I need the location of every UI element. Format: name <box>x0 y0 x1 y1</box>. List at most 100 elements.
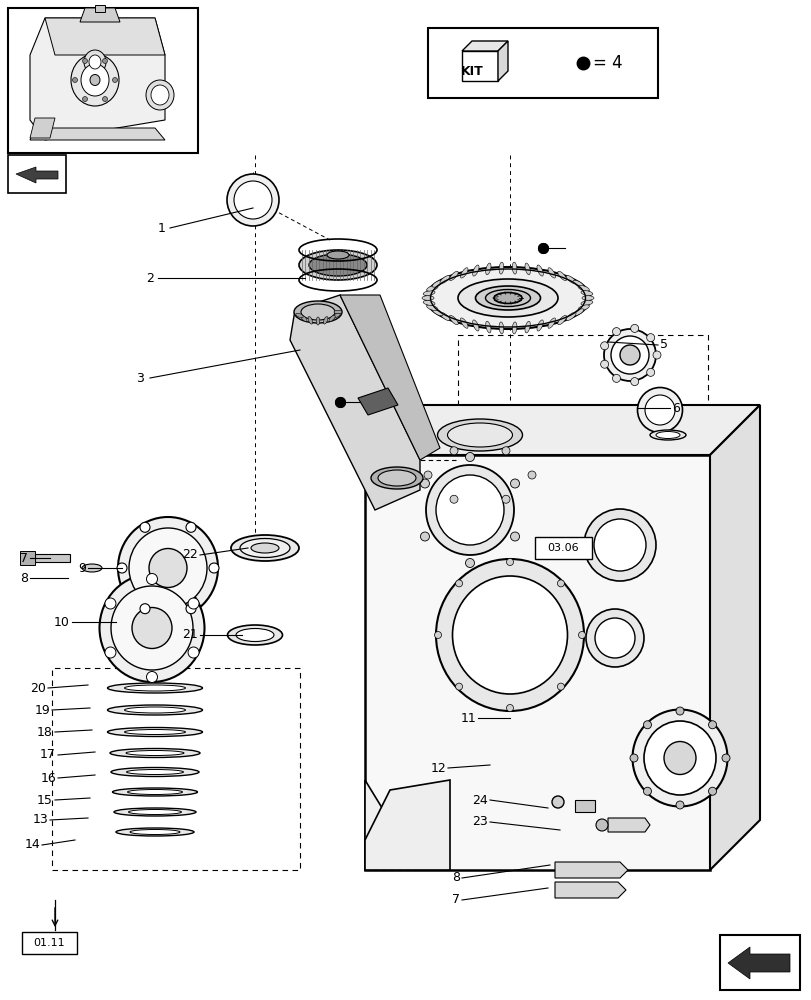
Ellipse shape <box>663 741 695 774</box>
Circle shape <box>708 721 715 729</box>
Circle shape <box>510 532 519 541</box>
Ellipse shape <box>130 829 180 834</box>
Circle shape <box>595 819 607 831</box>
Polygon shape <box>30 18 165 140</box>
Text: 3: 3 <box>136 371 144 384</box>
Ellipse shape <box>116 828 194 836</box>
Bar <box>719 935 799 990</box>
Ellipse shape <box>632 710 727 806</box>
Ellipse shape <box>113 788 197 796</box>
Polygon shape <box>35 554 70 562</box>
Circle shape <box>465 558 474 568</box>
Ellipse shape <box>126 750 184 756</box>
Ellipse shape <box>227 174 279 226</box>
Bar <box>457 335 707 480</box>
Text: 7: 7 <box>20 552 28 564</box>
Circle shape <box>708 787 715 795</box>
Circle shape <box>105 647 116 658</box>
Ellipse shape <box>472 320 478 331</box>
Bar <box>52 668 299 870</box>
Polygon shape <box>95 5 105 12</box>
Text: 24: 24 <box>472 793 487 806</box>
Circle shape <box>465 452 474 462</box>
Circle shape <box>72 78 77 83</box>
Ellipse shape <box>128 809 182 814</box>
Text: 10: 10 <box>54 615 70 628</box>
Ellipse shape <box>431 309 443 316</box>
Ellipse shape <box>573 280 583 287</box>
Ellipse shape <box>637 387 682 432</box>
Ellipse shape <box>448 315 457 325</box>
Polygon shape <box>709 405 759 870</box>
Ellipse shape <box>536 320 543 331</box>
Ellipse shape <box>577 305 589 311</box>
Polygon shape <box>45 18 165 55</box>
Ellipse shape <box>425 267 590 329</box>
Polygon shape <box>461 51 497 81</box>
Ellipse shape <box>90 74 100 86</box>
Ellipse shape <box>251 543 279 553</box>
Bar <box>365 455 709 870</box>
Ellipse shape <box>118 517 217 619</box>
Circle shape <box>556 683 564 690</box>
Ellipse shape <box>525 321 530 333</box>
Ellipse shape <box>81 64 109 96</box>
Ellipse shape <box>499 262 503 274</box>
Circle shape <box>420 479 429 488</box>
Circle shape <box>423 471 431 479</box>
Circle shape <box>510 479 519 488</box>
Circle shape <box>186 604 195 614</box>
Polygon shape <box>554 862 627 878</box>
Circle shape <box>611 374 620 382</box>
Circle shape <box>600 342 608 350</box>
Ellipse shape <box>436 475 504 545</box>
Ellipse shape <box>436 559 583 711</box>
Polygon shape <box>554 882 625 898</box>
Polygon shape <box>80 8 120 22</box>
Circle shape <box>434 632 441 638</box>
Ellipse shape <box>485 263 491 275</box>
Ellipse shape <box>447 423 512 447</box>
Circle shape <box>721 754 729 762</box>
Ellipse shape <box>333 310 341 314</box>
Circle shape <box>146 574 157 584</box>
Ellipse shape <box>440 275 449 284</box>
Circle shape <box>188 647 199 658</box>
Text: 23: 23 <box>472 815 487 828</box>
Text: 14: 14 <box>24 838 40 851</box>
Ellipse shape <box>512 262 517 274</box>
Ellipse shape <box>581 296 594 300</box>
Bar <box>427 28 657 98</box>
Circle shape <box>527 471 535 479</box>
Circle shape <box>186 522 195 532</box>
Ellipse shape <box>586 609 643 667</box>
Ellipse shape <box>309 254 367 276</box>
Ellipse shape <box>655 432 679 438</box>
Circle shape <box>449 495 457 503</box>
Circle shape <box>676 707 683 715</box>
Bar <box>8 8 198 153</box>
Circle shape <box>551 796 564 808</box>
Ellipse shape <box>124 729 185 734</box>
Circle shape <box>501 447 509 455</box>
Ellipse shape <box>423 291 435 295</box>
Ellipse shape <box>594 519 646 571</box>
Text: 16: 16 <box>41 772 56 784</box>
Ellipse shape <box>485 321 491 333</box>
Circle shape <box>506 704 513 711</box>
Circle shape <box>83 97 88 102</box>
Circle shape <box>630 324 638 332</box>
Polygon shape <box>30 118 55 138</box>
Polygon shape <box>497 41 508 81</box>
Ellipse shape <box>440 312 449 321</box>
Circle shape <box>102 58 107 63</box>
Ellipse shape <box>315 317 320 325</box>
Ellipse shape <box>499 322 503 334</box>
Ellipse shape <box>294 301 341 323</box>
Ellipse shape <box>300 315 307 321</box>
Ellipse shape <box>323 317 328 324</box>
Circle shape <box>117 563 127 573</box>
Ellipse shape <box>557 315 566 325</box>
Ellipse shape <box>124 707 185 713</box>
Ellipse shape <box>577 285 589 291</box>
